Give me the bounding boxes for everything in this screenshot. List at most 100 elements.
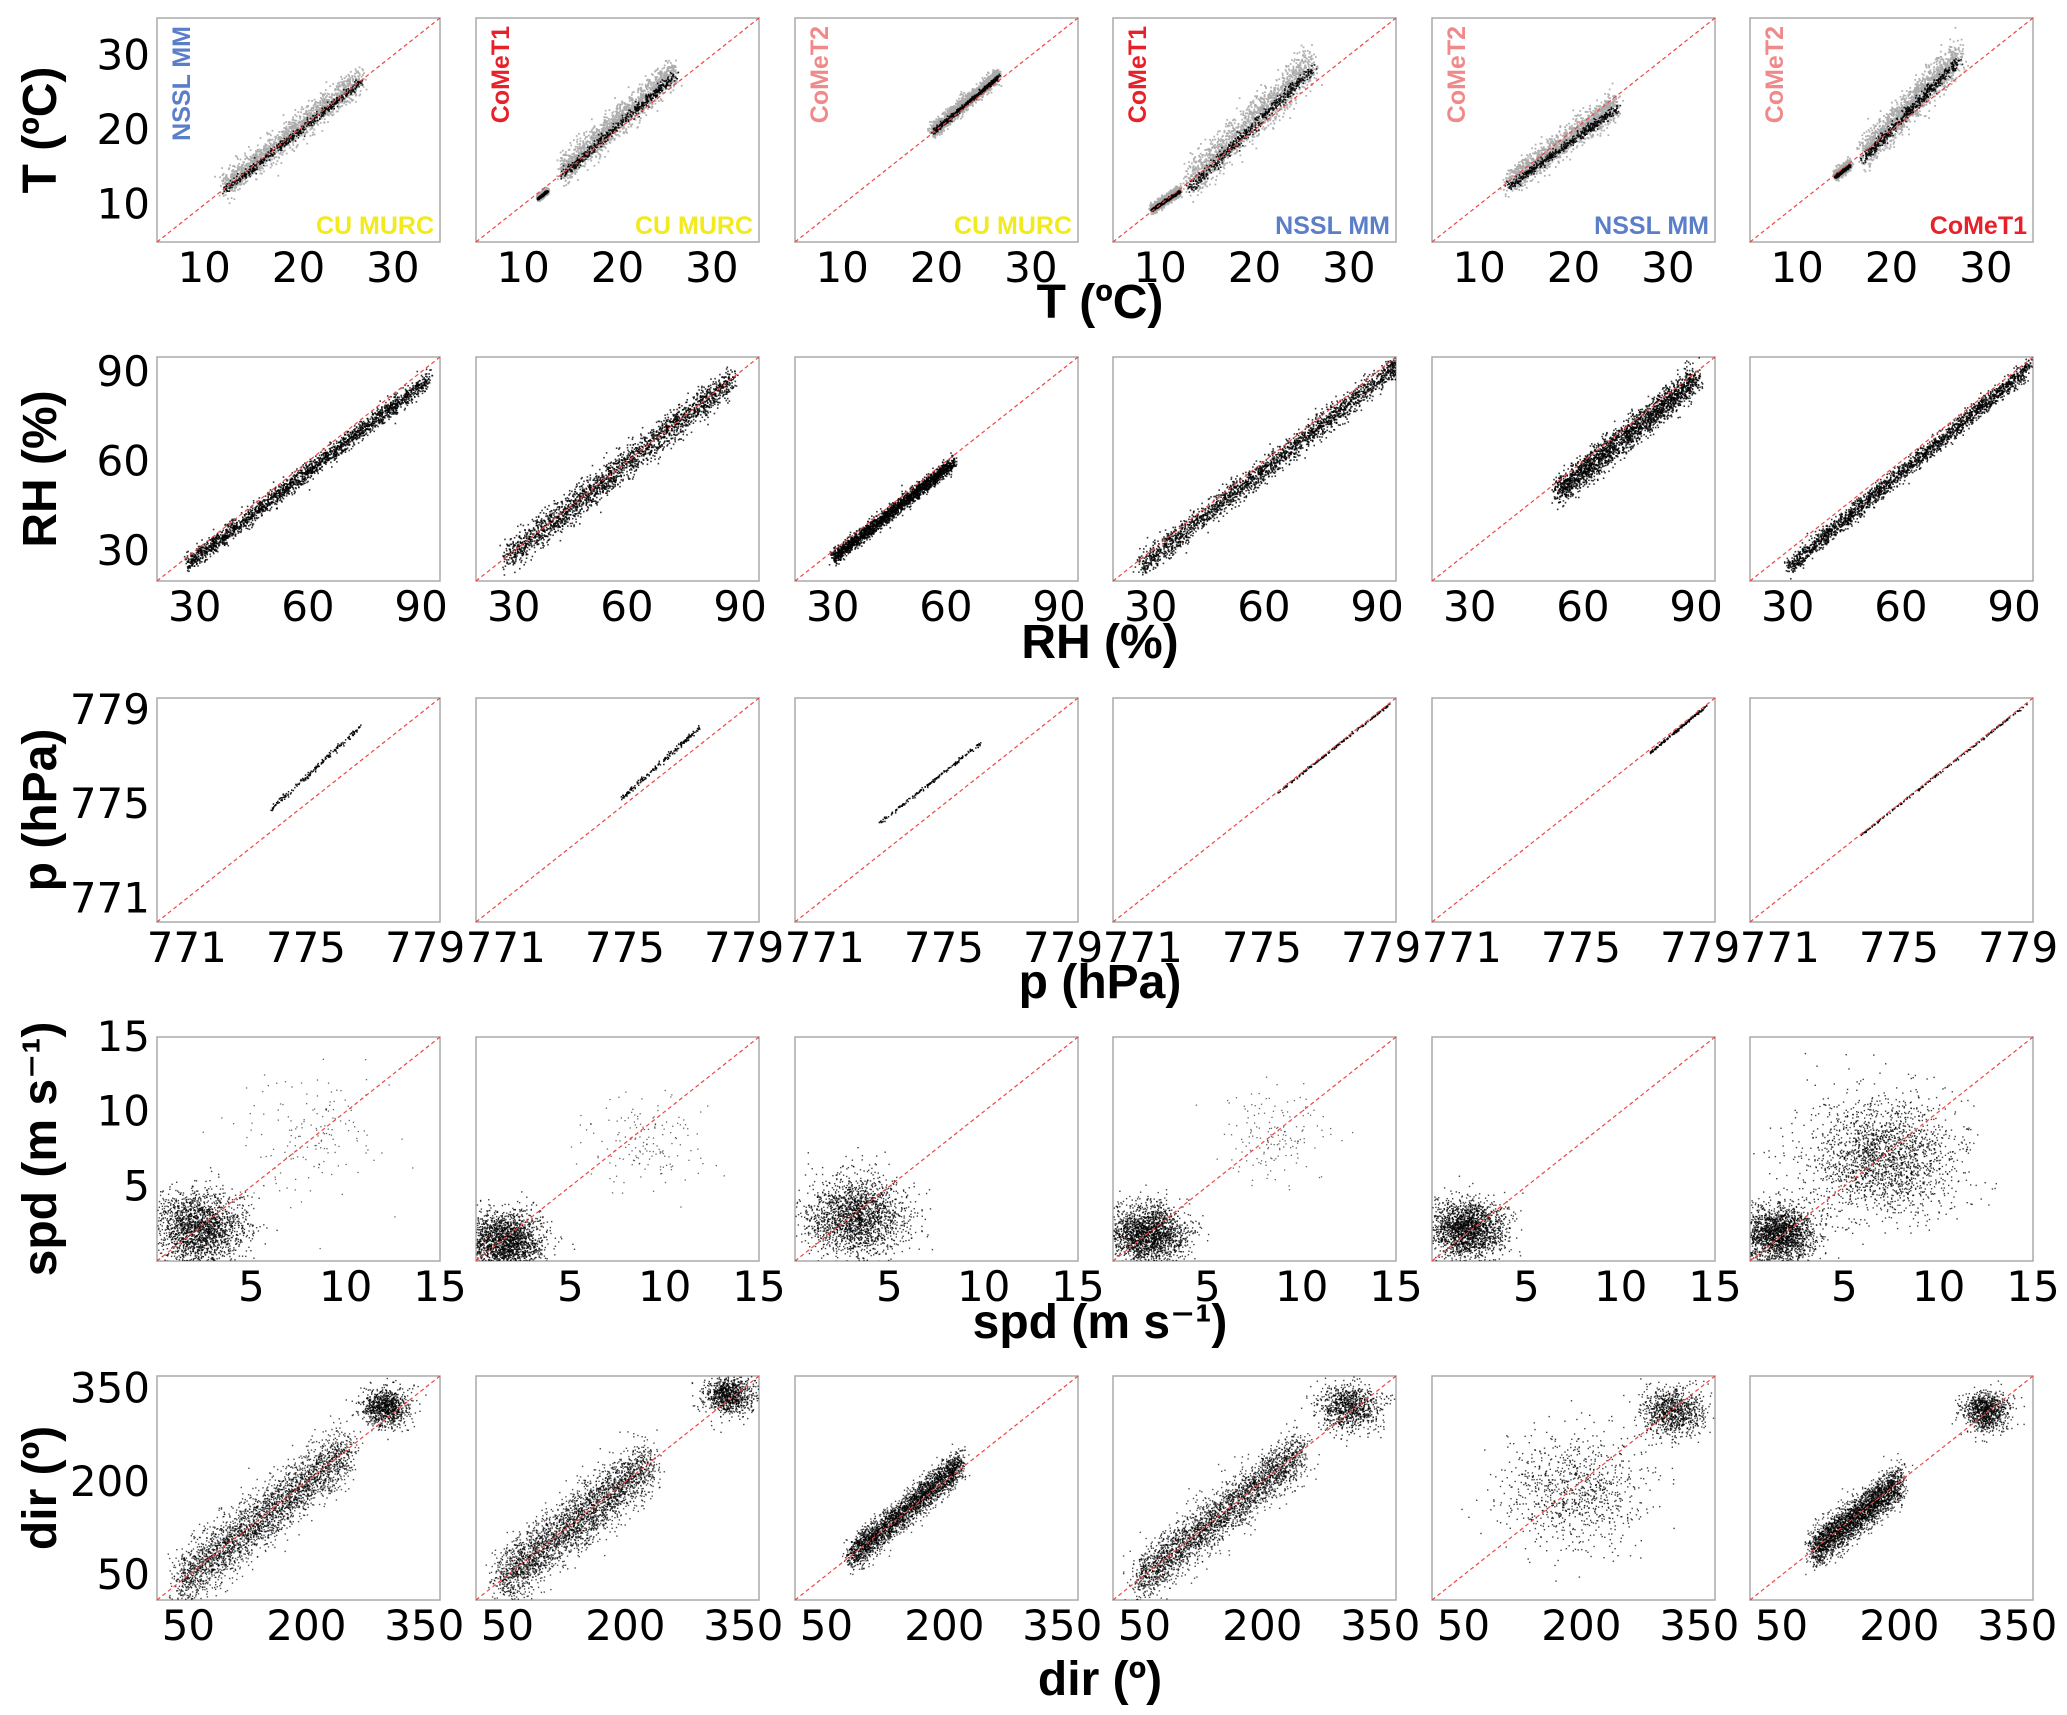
x-tick-label: 350 bbox=[1977, 1601, 2057, 1650]
x-tick-label: 779 bbox=[1023, 923, 1103, 972]
panel-r1-c3: 30 60 90 bbox=[1113, 357, 1404, 631]
y-instrument-label: CoMeT1 bbox=[1124, 26, 1152, 123]
x-tick-label: 60 bbox=[1556, 582, 1609, 631]
x-tick-label: 350 bbox=[384, 1601, 464, 1650]
x-tick-label: 200 bbox=[904, 1601, 984, 1650]
panel-r4-c5: 50 200 350 bbox=[1750, 1376, 2057, 1650]
x-instrument-label: CU MURC bbox=[316, 212, 434, 240]
x-tick-label: 10 bbox=[1594, 1262, 1647, 1311]
x-tick-label: 15 bbox=[732, 1262, 785, 1311]
panel-r1-c4: 30 60 90 bbox=[1432, 357, 1723, 631]
x-tick-label: 30 bbox=[168, 582, 221, 631]
y-tick-label: 90 bbox=[97, 347, 150, 396]
x-tick-label: 200 bbox=[266, 1601, 346, 1650]
x-tick-label: 30 bbox=[366, 243, 419, 292]
x-tick-label: 350 bbox=[703, 1601, 783, 1650]
x-instrument-label: NSSL MM bbox=[1275, 212, 1390, 240]
x-tick-label: 90 bbox=[1987, 582, 2040, 631]
x-tick-label: 60 bbox=[281, 582, 334, 631]
x-tick-label: 10 bbox=[1275, 1262, 1328, 1311]
panel-r4-c0: 50 200 350 bbox=[157, 1376, 464, 1650]
x-tick-label: 50 bbox=[1437, 1601, 1490, 1650]
panel-r1-c2: 30 60 90 bbox=[795, 357, 1086, 631]
x-tick-label: 50 bbox=[162, 1601, 215, 1650]
x-tick-label: 90 bbox=[1350, 582, 1403, 631]
x-tick-label: 5 bbox=[1831, 1262, 1858, 1311]
panel-r4-c4: 50 200 350 bbox=[1432, 1376, 1739, 1650]
y-instrument-label: CoMeT2 bbox=[1761, 26, 1789, 123]
panel-r2-c5: 771 775 779 bbox=[1740, 698, 2058, 972]
x-tick-label: 10 bbox=[496, 243, 549, 292]
y-tick-label: 15 bbox=[97, 1012, 150, 1061]
x-tick-label: 200 bbox=[1859, 1601, 1939, 1650]
x-tick-label: 15 bbox=[413, 1262, 466, 1311]
x-tick-label: 10 bbox=[957, 1262, 1010, 1311]
x-tick-label: 60 bbox=[1237, 582, 1290, 631]
x-tick-label: 350 bbox=[1340, 1601, 1420, 1650]
x-tick-label: 350 bbox=[1659, 1601, 1739, 1650]
y-axis-label: dir (º) bbox=[14, 1426, 67, 1550]
x-tick-label: 20 bbox=[272, 243, 325, 292]
x-tick-label: 779 bbox=[1978, 923, 2058, 972]
x-tick-label: 50 bbox=[1118, 1601, 1171, 1650]
x-instrument-label: CU MURC bbox=[954, 212, 1072, 240]
x-tick-label: 775 bbox=[585, 923, 665, 972]
panel-frame bbox=[157, 357, 440, 581]
panel-r2-c2: 771 775 779 bbox=[785, 698, 1103, 972]
y-tick-label: 5 bbox=[123, 1161, 150, 1210]
y-axis-label: spd (m s⁻¹) bbox=[14, 1022, 67, 1277]
x-tick-label: 30 bbox=[1322, 243, 1375, 292]
x-tick-label: 5 bbox=[557, 1262, 584, 1311]
x-tick-label: 775 bbox=[266, 923, 346, 972]
x-tick-label: 30 bbox=[1761, 582, 1814, 631]
y-tick-label: 771 bbox=[70, 873, 150, 922]
x-instrument-label: NSSL MM bbox=[1594, 212, 1709, 240]
x-tick-label: 30 bbox=[1004, 243, 1057, 292]
panel-r4-c1: 50 200 350 bbox=[476, 1376, 783, 1650]
y-tick-label: 350 bbox=[70, 1363, 150, 1412]
x-tick-label: 10 bbox=[1912, 1262, 1965, 1311]
x-instrument-label: CU MURC bbox=[635, 212, 753, 240]
x-tick-label: 15 bbox=[1369, 1262, 1422, 1311]
panel-r3-c1: 5 10 15 bbox=[476, 1037, 786, 1311]
y-tick-label: 200 bbox=[70, 1457, 150, 1506]
x-tick-label: 5 bbox=[1194, 1262, 1221, 1311]
y-tick-label: 60 bbox=[97, 437, 150, 486]
x-tick-label: 60 bbox=[600, 582, 653, 631]
panel-r4-c2: 50 200 350 bbox=[795, 1376, 1102, 1650]
y-axis-label: p (hPa) bbox=[14, 729, 67, 892]
panel-r1-c1: 30 60 90 bbox=[476, 357, 767, 631]
x-tick-label: 30 bbox=[487, 582, 540, 631]
y-tick-label: 30 bbox=[97, 30, 150, 79]
x-tick-label: 771 bbox=[1103, 923, 1183, 972]
y-instrument-label: CoMeT2 bbox=[806, 26, 834, 123]
panel-r3-c2: 5 10 15 bbox=[795, 1037, 1105, 1311]
y-tick-label: 20 bbox=[97, 105, 150, 154]
x-tick-label: 15 bbox=[2006, 1262, 2059, 1311]
y-tick-label: 10 bbox=[97, 180, 150, 229]
panel-frame bbox=[1432, 357, 1715, 581]
x-tick-label: 30 bbox=[1124, 582, 1177, 631]
panel-r1-c5: 30 60 90 bbox=[1750, 357, 2041, 631]
y-tick-label: 10 bbox=[97, 1087, 150, 1136]
panel-frame bbox=[476, 698, 759, 922]
x-tick-label: 350 bbox=[1022, 1601, 1102, 1650]
x-tick-label: 775 bbox=[904, 923, 984, 972]
x-tick-label: 5 bbox=[1513, 1262, 1540, 1311]
x-tick-label: 10 bbox=[815, 243, 868, 292]
x-tick-label: 30 bbox=[806, 582, 859, 631]
x-tick-label: 779 bbox=[704, 923, 784, 972]
y-instrument-label: CoMeT2 bbox=[1443, 26, 1471, 123]
panel-r3-c0: 5 10 15 bbox=[157, 1037, 467, 1311]
panel-r3-c4: 5 10 15 bbox=[1432, 1037, 1742, 1311]
